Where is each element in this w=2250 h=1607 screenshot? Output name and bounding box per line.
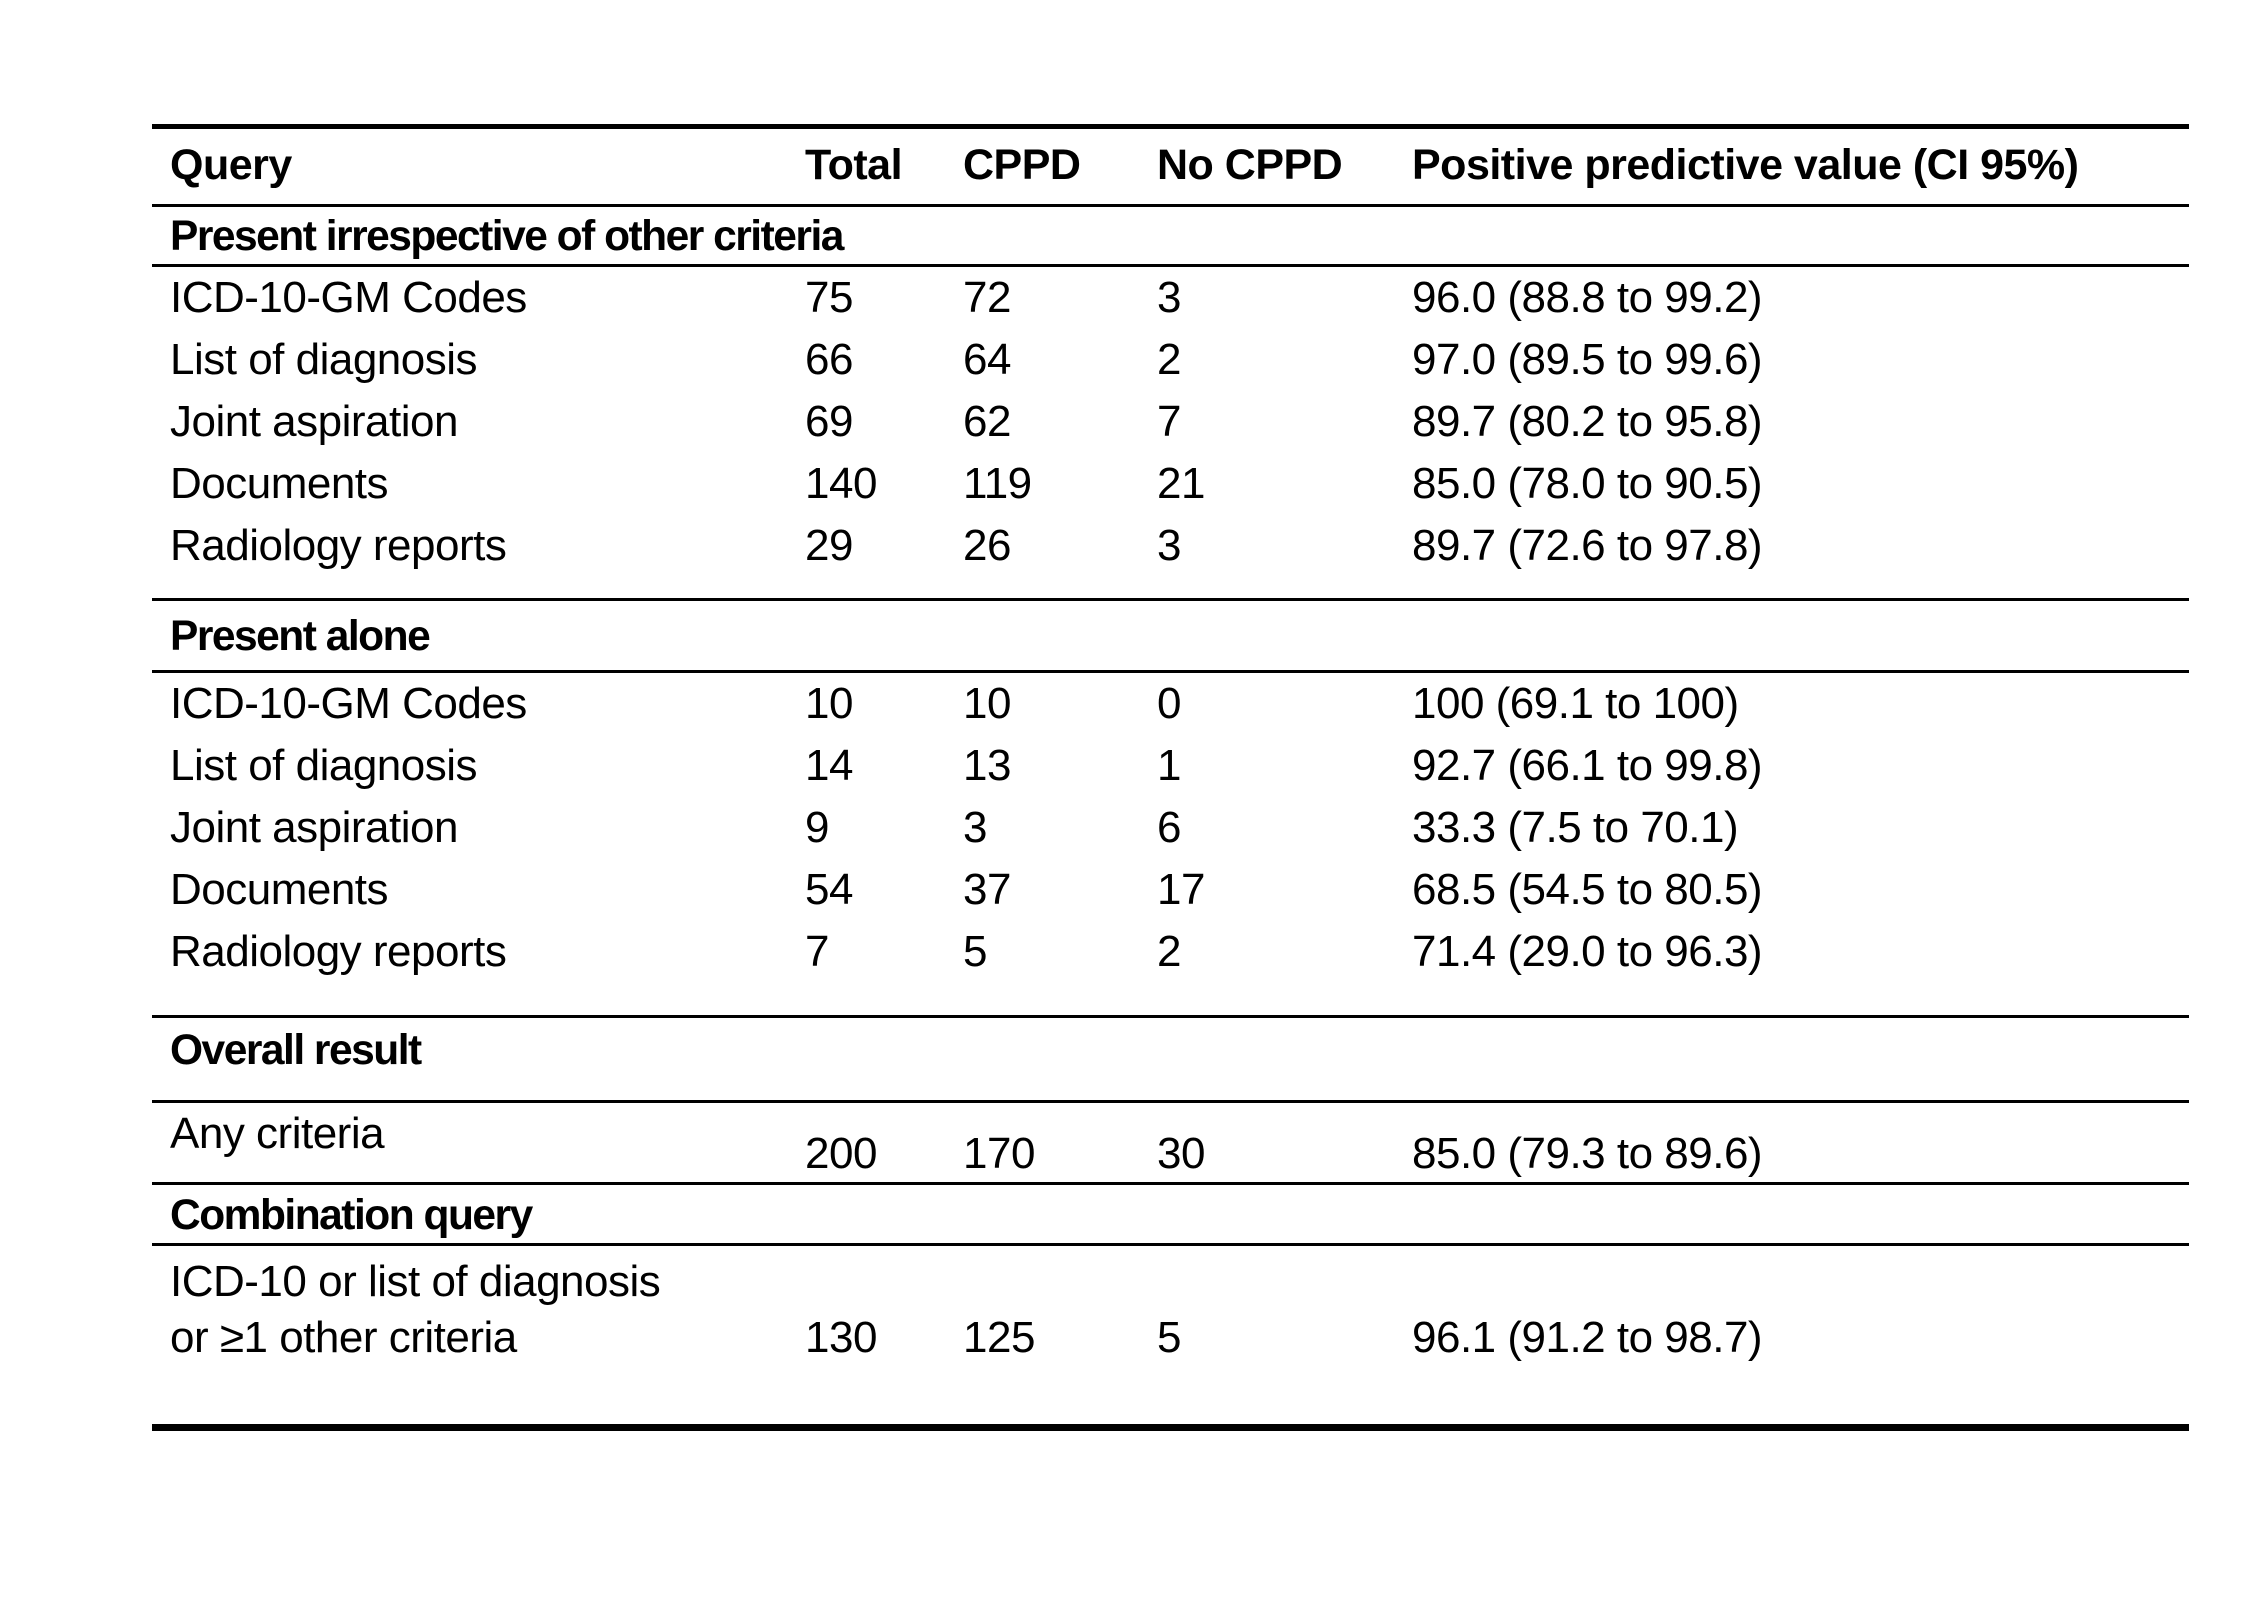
table-row: Documents 54 37 17 68.5 (54.5 to 80.5) (152, 859, 2189, 921)
cppd-cell: 37 (963, 865, 1011, 914)
section-header-combination-query: Combination query (152, 1185, 2189, 1246)
table-row: List of diagnosis 66 64 2 97.0 (89.5 to … (152, 329, 2189, 391)
total-cell: 69 (805, 397, 853, 446)
section-divider (152, 577, 2189, 601)
ppv-cell: 33.3 (7.5 to 70.1) (1412, 803, 1739, 852)
column-header-total: Total (805, 141, 903, 189)
query-cell: Joint aspiration (170, 803, 458, 852)
no-cppd-cell: 1 (1157, 741, 1181, 790)
no-cppd-cell: 0 (1157, 679, 1181, 728)
column-header-query: Query (170, 141, 292, 189)
query-cell: List of diagnosis (170, 741, 478, 790)
table-row: Joint aspiration 9 3 6 33.3 (7.5 to 70.1… (152, 797, 2189, 859)
cppd-cell: 10 (963, 679, 1011, 728)
query-cell: Documents (170, 865, 389, 914)
ppv-cell: 71.4 (29.0 to 96.3) (1412, 927, 1763, 976)
cppd-cell: 119 (963, 459, 1032, 508)
column-header-cppd: CPPD (963, 141, 1081, 189)
ppv-cell: 97.0 (89.5 to 99.6) (1412, 335, 1763, 384)
query-cell: ICD-10-GM Codes (170, 273, 527, 322)
section-header-present-irrespective: Present irrespective of other criteria (152, 207, 2189, 267)
cppd-cell: 26 (963, 521, 1011, 570)
table-row: Radiology reports 7 5 2 71.4 (29.0 to 96… (152, 921, 2189, 983)
ppv-cell: 96.1 (91.2 to 98.7) (1412, 1313, 1763, 1362)
query-cell: List of diagnosis (170, 335, 478, 384)
query-cell: Joint aspiration (170, 397, 458, 446)
ppv-cell: 89.7 (72.6 to 97.8) (1412, 521, 1763, 570)
column-header-no-cppd: No CPPD (1157, 141, 1343, 189)
total-cell: 200 (805, 1129, 877, 1178)
ppv-cell: 92.7 (66.1 to 99.8) (1412, 741, 1763, 790)
section-title: Present irrespective of other criteria (170, 213, 844, 260)
table-row: List of diagnosis 14 13 1 92.7 (66.1 to … (152, 735, 2189, 797)
no-cppd-cell: 3 (1157, 273, 1181, 322)
total-cell: 14 (805, 741, 853, 790)
total-cell: 7 (805, 927, 829, 976)
total-cell: 54 (805, 865, 853, 914)
query-cell: Radiology reports (170, 927, 507, 976)
section-header-present-alone: Present alone (152, 601, 2189, 673)
cppd-cell: 170 (963, 1129, 1035, 1178)
total-cell: 66 (805, 335, 853, 384)
table-header-row: Query Total CPPD No CPPD Positive predic… (152, 129, 2189, 207)
query-cell: ICD-10 or list of diagnosis or ≥1 other … (152, 1246, 805, 1424)
table-row: Radiology reports 29 26 3 89.7 (72.6 to … (152, 515, 2189, 577)
no-cppd-cell: 3 (1157, 521, 1181, 570)
table-row: ICD-10-GM Codes 10 10 0 100 (69.1 to 100… (152, 673, 2189, 735)
cppd-cell: 125 (963, 1313, 1035, 1362)
table-row: ICD-10 or list of diagnosis or ≥1 other … (152, 1246, 2189, 1431)
section-title: Combination query (170, 1192, 533, 1239)
cppd-cell: 64 (963, 335, 1011, 384)
table-row: Joint aspiration 69 62 7 89.7 (80.2 to 9… (152, 391, 2189, 453)
no-cppd-cell: 17 (1157, 865, 1205, 914)
query-cell: Any criteria (170, 1109, 385, 1158)
total-cell: 10 (805, 679, 853, 728)
ppv-cell: 89.7 (80.2 to 95.8) (1412, 397, 1763, 446)
section-header-overall-result: Overall result (152, 1018, 2189, 1103)
no-cppd-cell: 21 (1157, 459, 1205, 508)
cppd-cell: 62 (963, 397, 1011, 446)
total-cell: 29 (805, 521, 853, 570)
cppd-cell: 5 (963, 927, 987, 976)
ppv-cell: 68.5 (54.5 to 80.5) (1412, 865, 1763, 914)
no-cppd-cell: 6 (1157, 803, 1181, 852)
query-line-2: or ≥1 other criteria (170, 1313, 517, 1362)
table-row: ICD-10-GM Codes 75 72 3 96.0 (88.8 to 99… (152, 267, 2189, 329)
no-cppd-cell: 7 (1157, 397, 1181, 446)
total-cell: 9 (805, 803, 829, 852)
table-row: Documents 140 119 21 85.0 (78.0 to 90.5) (152, 453, 2189, 515)
table-row: Any criteria 200 170 30 85.0 (79.3 to 89… (152, 1103, 2189, 1185)
section-divider (152, 983, 2189, 1018)
section-title: Overall result (170, 1027, 422, 1074)
no-cppd-cell: 2 (1157, 335, 1181, 384)
no-cppd-cell: 5 (1157, 1313, 1181, 1362)
ppv-cell: 100 (69.1 to 100) (1412, 679, 1739, 728)
cppd-cell: 13 (963, 741, 1011, 790)
total-cell: 75 (805, 273, 853, 322)
section-title: Present alone (170, 613, 431, 660)
query-cell: Radiology reports (170, 521, 507, 570)
ppv-cell: 85.0 (79.3 to 89.6) (1412, 1129, 1763, 1178)
ppv-cell: 85.0 (78.0 to 90.5) (1412, 459, 1763, 508)
column-header-ppv: Positive predictive value (CI 95%) (1412, 141, 2079, 189)
cppd-cell: 72 (963, 273, 1011, 322)
query-cell: ICD-10-GM Codes (170, 679, 527, 728)
cppd-cell: 3 (963, 803, 987, 852)
no-cppd-cell: 30 (1157, 1129, 1205, 1178)
query-line-1: ICD-10 or list of diagnosis (170, 1257, 661, 1306)
ppv-cell: 96.0 (88.8 to 99.2) (1412, 273, 1763, 322)
no-cppd-cell: 2 (1157, 927, 1181, 976)
total-cell: 140 (805, 459, 877, 508)
total-cell: 130 (805, 1313, 877, 1362)
results-table: Query Total CPPD No CPPD Positive predic… (152, 124, 2189, 1431)
query-cell: Documents (170, 459, 389, 508)
